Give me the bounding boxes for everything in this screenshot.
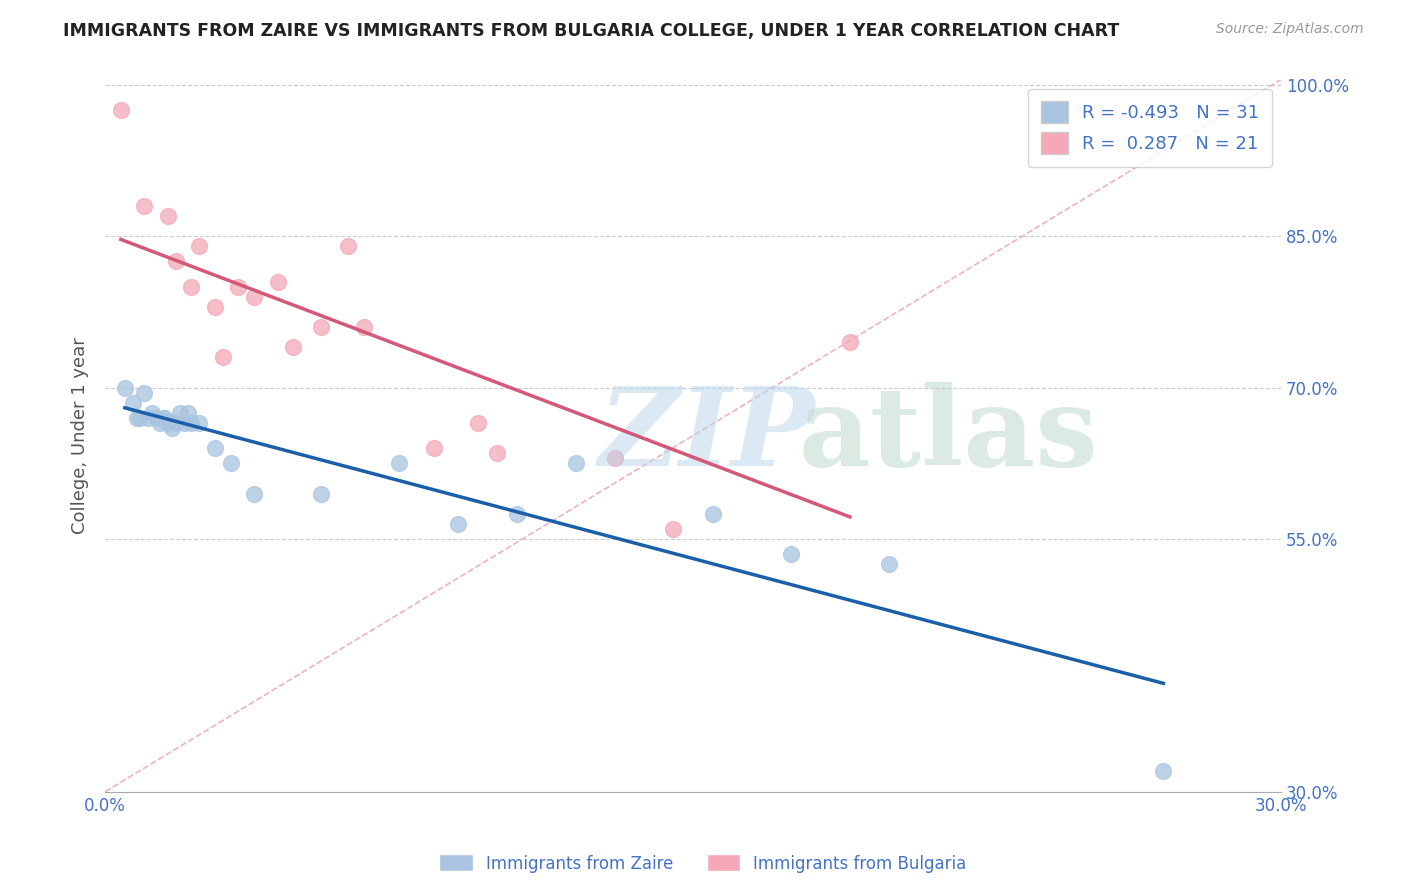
Point: [243, 290, 266, 304]
Point: [121, 396, 143, 410]
Point: [134, 385, 156, 400]
Point: [153, 411, 176, 425]
Text: ZIP: ZIP: [599, 382, 815, 490]
Point: [125, 411, 148, 425]
Point: [114, 381, 136, 395]
Point: [136, 411, 159, 425]
Point: [180, 416, 202, 430]
Point: [180, 279, 202, 293]
Point: [211, 351, 233, 365]
Point: [486, 446, 509, 460]
Point: [156, 416, 179, 430]
Point: [337, 239, 360, 253]
Point: [188, 416, 211, 430]
Point: [283, 340, 305, 354]
Point: [153, 411, 176, 425]
Point: [134, 199, 156, 213]
Y-axis label: College, Under 1 year: College, Under 1 year: [72, 337, 89, 534]
Point: [243, 486, 266, 500]
Point: [145, 411, 167, 425]
Point: [1152, 764, 1174, 779]
Point: [160, 421, 183, 435]
Point: [603, 451, 626, 466]
Point: [149, 416, 172, 430]
Point: [165, 254, 187, 268]
Point: [662, 522, 685, 536]
Point: [447, 516, 470, 531]
Point: [129, 411, 152, 425]
Point: [156, 209, 179, 223]
Point: [309, 320, 332, 334]
Point: [353, 320, 375, 334]
Point: [141, 406, 163, 420]
Point: [423, 442, 446, 456]
Point: [564, 457, 586, 471]
Point: [266, 275, 288, 289]
Text: Source: ZipAtlas.com: Source: ZipAtlas.com: [1216, 22, 1364, 37]
Point: [877, 558, 900, 572]
Point: [204, 442, 226, 456]
Point: [204, 300, 226, 314]
Point: [173, 416, 195, 430]
Point: [780, 547, 803, 561]
Point: [388, 457, 411, 471]
Point: [228, 279, 250, 293]
Point: [838, 335, 860, 350]
Legend: Immigrants from Zaire, Immigrants from Bulgaria: Immigrants from Zaire, Immigrants from B…: [433, 847, 973, 880]
Point: [188, 239, 211, 253]
Point: [467, 416, 489, 430]
Point: [506, 507, 529, 521]
Legend: R = -0.493   N = 31, R =  0.287   N = 21: R = -0.493 N = 31, R = 0.287 N = 21: [1028, 88, 1272, 167]
Point: [176, 406, 198, 420]
Point: [165, 416, 187, 430]
Text: atlas: atlas: [799, 382, 1098, 489]
Text: IMMIGRANTS FROM ZAIRE VS IMMIGRANTS FROM BULGARIA COLLEGE, UNDER 1 YEAR CORRELAT: IMMIGRANTS FROM ZAIRE VS IMMIGRANTS FROM…: [63, 22, 1119, 40]
Point: [309, 486, 332, 500]
Point: [702, 507, 724, 521]
Point: [169, 406, 191, 420]
Point: [110, 103, 132, 117]
Point: [219, 457, 242, 471]
